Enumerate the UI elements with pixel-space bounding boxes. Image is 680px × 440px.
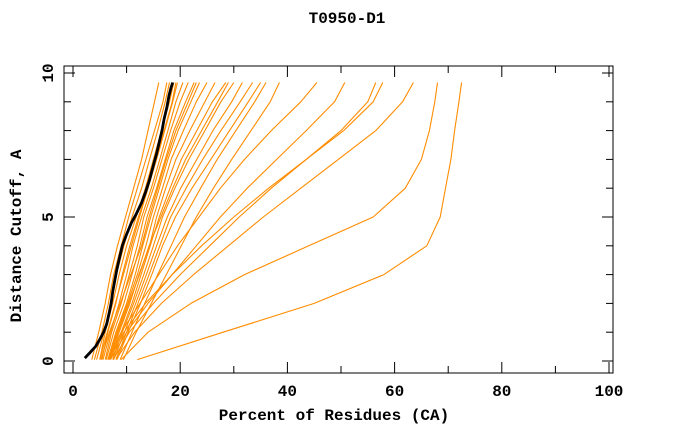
model-curve (115, 82, 414, 360)
model-curve (110, 82, 346, 360)
model-curve (108, 82, 229, 360)
chart-title: T0950-D1 (309, 10, 386, 28)
model-curve (115, 82, 254, 360)
model-curve (109, 82, 216, 360)
model-curve (113, 82, 243, 360)
y-tick-label: 0 (40, 356, 58, 366)
axis-ticks (64, 66, 613, 373)
model-curve (120, 82, 439, 360)
model-curve (109, 82, 227, 360)
model-curve (112, 82, 235, 360)
model-curve (122, 82, 280, 360)
x-tick-label: 80 (492, 383, 511, 401)
model-curve (91, 82, 160, 360)
model-curve (108, 82, 384, 360)
model-curve (107, 82, 318, 360)
x-tick-label: 20 (171, 383, 190, 401)
x-tick-label: 40 (278, 383, 297, 401)
x-tick-label: 0 (68, 383, 78, 401)
highlighted-model-curve (83, 82, 175, 360)
model-curve (107, 82, 201, 360)
y-axis-label: Distance Cutoff, A (8, 149, 26, 322)
model-curve (107, 82, 208, 360)
model-curve (116, 82, 262, 360)
model-curve (137, 82, 463, 361)
x-axis-label: Percent of Residues (CA) (219, 407, 449, 425)
model-curve (105, 82, 195, 360)
y-tick-label: 10 (40, 63, 58, 82)
x-tick-label: 60 (385, 383, 404, 401)
plot-border (63, 65, 614, 374)
model-curves (91, 82, 463, 361)
y-tick-labels: 0 5 10 (40, 63, 58, 365)
x-tick-label: 100 (595, 383, 624, 401)
x-tick-labels: 0 20 40 60 80 100 (68, 383, 623, 401)
highlighted-model-polyline (83, 82, 175, 360)
model-curve (93, 82, 168, 360)
model-curve (100, 82, 197, 360)
model-curve (112, 82, 377, 360)
model-curve (99, 82, 177, 360)
y-tick-label: 5 (40, 212, 58, 222)
model-curve (104, 82, 189, 360)
